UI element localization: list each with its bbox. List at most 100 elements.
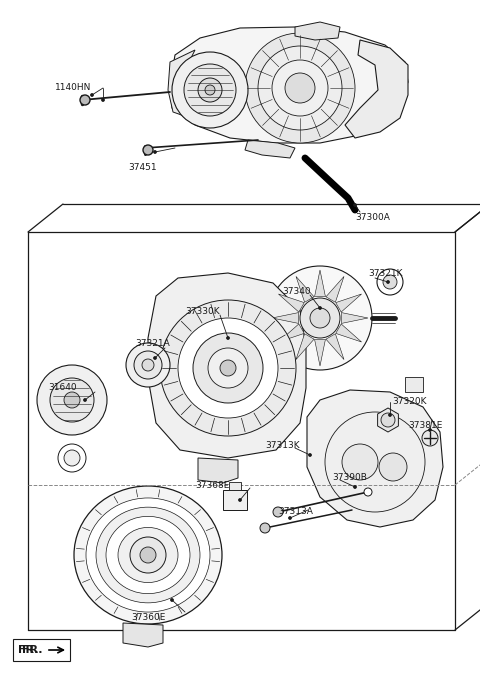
Circle shape bbox=[50, 378, 94, 422]
Text: 37313A: 37313A bbox=[278, 508, 313, 517]
Polygon shape bbox=[296, 334, 314, 360]
Polygon shape bbox=[272, 312, 299, 323]
Text: 37300A: 37300A bbox=[355, 213, 390, 222]
Circle shape bbox=[101, 98, 105, 102]
Circle shape bbox=[260, 523, 270, 533]
Circle shape bbox=[84, 398, 86, 402]
Circle shape bbox=[285, 73, 315, 103]
Circle shape bbox=[258, 46, 342, 130]
Circle shape bbox=[245, 33, 355, 143]
Circle shape bbox=[388, 413, 392, 416]
Circle shape bbox=[178, 318, 278, 418]
Circle shape bbox=[142, 359, 154, 371]
Circle shape bbox=[80, 95, 90, 105]
Circle shape bbox=[160, 300, 296, 436]
Circle shape bbox=[193, 333, 263, 403]
Circle shape bbox=[91, 94, 94, 96]
Circle shape bbox=[364, 488, 372, 496]
Circle shape bbox=[383, 275, 397, 289]
Polygon shape bbox=[148, 273, 306, 458]
Text: 1140HN: 1140HN bbox=[55, 83, 91, 92]
Ellipse shape bbox=[86, 498, 210, 612]
Polygon shape bbox=[405, 377, 423, 392]
Ellipse shape bbox=[118, 528, 178, 583]
Circle shape bbox=[143, 145, 153, 155]
Text: 37360E: 37360E bbox=[131, 614, 165, 623]
Ellipse shape bbox=[106, 517, 190, 594]
Text: 37390B: 37390B bbox=[332, 473, 367, 482]
Circle shape bbox=[353, 204, 357, 206]
Circle shape bbox=[300, 298, 340, 338]
Polygon shape bbox=[345, 40, 408, 138]
Circle shape bbox=[130, 537, 166, 573]
Text: FR.: FR. bbox=[22, 645, 43, 655]
Text: 31640: 31640 bbox=[48, 383, 77, 392]
Text: 37340: 37340 bbox=[282, 288, 311, 297]
Text: 37321A: 37321A bbox=[135, 339, 170, 349]
Circle shape bbox=[273, 507, 283, 517]
Circle shape bbox=[353, 486, 357, 488]
Polygon shape bbox=[336, 294, 361, 312]
Text: 37381E: 37381E bbox=[408, 420, 443, 429]
Polygon shape bbox=[314, 339, 325, 366]
Circle shape bbox=[429, 429, 432, 431]
Text: 37320K: 37320K bbox=[392, 398, 427, 407]
Polygon shape bbox=[170, 27, 408, 143]
Circle shape bbox=[319, 306, 322, 310]
Circle shape bbox=[64, 450, 80, 466]
Circle shape bbox=[377, 269, 403, 295]
Text: FR.: FR. bbox=[18, 645, 38, 655]
Polygon shape bbox=[278, 294, 304, 312]
Polygon shape bbox=[245, 140, 295, 158]
Polygon shape bbox=[296, 277, 314, 302]
Polygon shape bbox=[295, 22, 340, 40]
Circle shape bbox=[172, 52, 248, 128]
Text: 37368E: 37368E bbox=[195, 480, 229, 489]
Circle shape bbox=[140, 547, 156, 563]
Circle shape bbox=[381, 413, 395, 427]
Circle shape bbox=[64, 392, 80, 408]
Circle shape bbox=[422, 430, 438, 446]
Circle shape bbox=[272, 60, 328, 116]
Text: 37313K: 37313K bbox=[265, 440, 300, 449]
Circle shape bbox=[134, 351, 162, 379]
Circle shape bbox=[309, 453, 312, 457]
Polygon shape bbox=[326, 334, 344, 360]
Circle shape bbox=[58, 444, 86, 472]
Polygon shape bbox=[229, 482, 241, 490]
Ellipse shape bbox=[74, 486, 222, 624]
Circle shape bbox=[220, 360, 236, 376]
Text: 37451: 37451 bbox=[128, 164, 156, 173]
Polygon shape bbox=[198, 458, 238, 483]
Circle shape bbox=[268, 266, 372, 370]
Circle shape bbox=[154, 151, 156, 153]
Circle shape bbox=[239, 499, 241, 502]
Circle shape bbox=[205, 85, 215, 95]
Text: 37330K: 37330K bbox=[185, 308, 220, 316]
Polygon shape bbox=[314, 270, 325, 297]
Circle shape bbox=[170, 599, 173, 601]
Circle shape bbox=[198, 78, 222, 102]
Ellipse shape bbox=[96, 507, 200, 603]
FancyBboxPatch shape bbox=[13, 639, 70, 661]
Polygon shape bbox=[168, 50, 195, 118]
Circle shape bbox=[379, 453, 407, 481]
Circle shape bbox=[310, 308, 330, 328]
Polygon shape bbox=[378, 408, 398, 432]
Circle shape bbox=[37, 365, 107, 435]
Circle shape bbox=[154, 356, 156, 360]
Polygon shape bbox=[307, 390, 443, 527]
Polygon shape bbox=[341, 312, 368, 323]
Circle shape bbox=[184, 64, 236, 116]
Polygon shape bbox=[223, 490, 247, 510]
Circle shape bbox=[342, 444, 378, 480]
Circle shape bbox=[386, 281, 389, 283]
Polygon shape bbox=[326, 277, 344, 302]
Polygon shape bbox=[278, 324, 304, 342]
Circle shape bbox=[227, 336, 229, 339]
Polygon shape bbox=[336, 324, 361, 342]
Circle shape bbox=[325, 412, 425, 512]
Circle shape bbox=[126, 343, 170, 387]
Polygon shape bbox=[123, 623, 163, 647]
Text: 37321K: 37321K bbox=[368, 270, 403, 279]
